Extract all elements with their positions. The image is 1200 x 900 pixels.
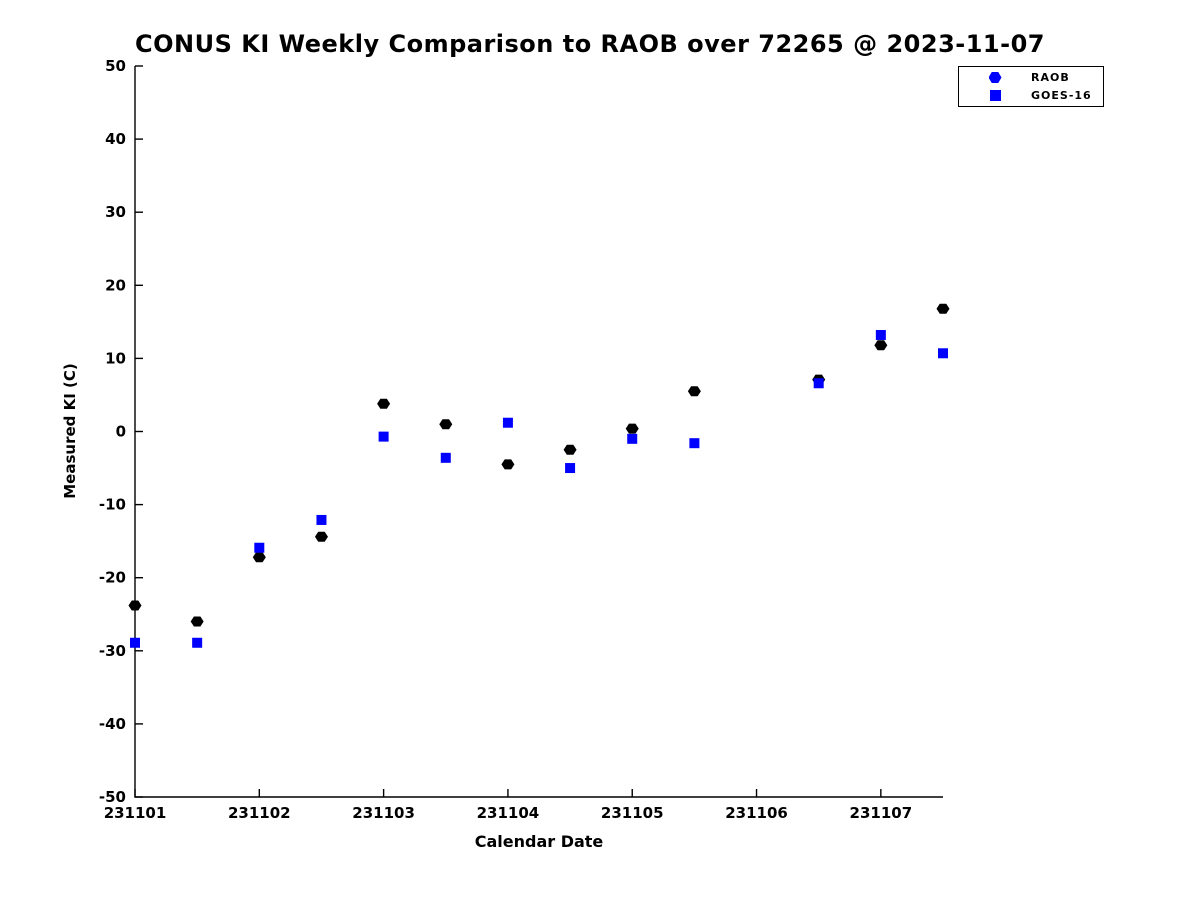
data-point-raob bbox=[563, 444, 577, 455]
goes16-square-icon bbox=[989, 90, 1001, 101]
y-tick-label: 50 bbox=[105, 57, 126, 75]
x-tick-label: 231101 bbox=[104, 804, 167, 822]
legend-item-goes16: GOES-16 bbox=[959, 88, 1103, 103]
data-point-goes-16 bbox=[316, 514, 327, 525]
y-tick-label: -40 bbox=[99, 715, 126, 733]
chart-title: CONUS KI Weekly Comparison to RAOB over … bbox=[135, 30, 1045, 58]
data-point-raob bbox=[314, 531, 328, 542]
data-point-goes-16 bbox=[689, 438, 700, 449]
data-point-goes-16 bbox=[938, 348, 948, 359]
data-point-raob bbox=[128, 600, 142, 611]
data-point-raob bbox=[936, 303, 950, 314]
x-tick-label: 231105 bbox=[601, 804, 664, 822]
data-point-goes-16 bbox=[565, 463, 576, 474]
y-tick-label: 40 bbox=[105, 130, 126, 148]
y-tick-label: 0 bbox=[116, 423, 126, 441]
data-point-raob bbox=[625, 423, 639, 434]
data-point-raob bbox=[874, 340, 888, 351]
data-point-goes-16 bbox=[192, 637, 203, 648]
y-tick-label: -20 bbox=[99, 569, 126, 587]
raob-legend-label: RAOB bbox=[1031, 71, 1070, 84]
data-point-goes-16 bbox=[813, 378, 824, 389]
legend-marker-cell bbox=[959, 90, 1031, 101]
data-point-raob bbox=[439, 419, 453, 430]
raob-hexagon-icon bbox=[988, 72, 1002, 83]
legend: RAOB GOES-16 bbox=[958, 66, 1104, 107]
y-tick-label: -10 bbox=[99, 496, 126, 514]
y-tick-label: 30 bbox=[105, 203, 126, 221]
data-point-goes-16 bbox=[502, 417, 513, 428]
x-axis-title: Calendar Date bbox=[474, 832, 604, 851]
data-point-raob bbox=[190, 616, 204, 627]
y-tick-label: -30 bbox=[99, 642, 126, 660]
data-point-goes-16 bbox=[254, 542, 265, 553]
x-tick-label: 231106 bbox=[725, 804, 788, 822]
axis-lines bbox=[134, 66, 943, 798]
data-point-raob bbox=[501, 459, 515, 470]
goes16-legend-label: GOES-16 bbox=[1031, 89, 1092, 102]
data-point-goes-16 bbox=[440, 452, 451, 463]
y-tick-label: 10 bbox=[105, 349, 126, 367]
data-point-raob bbox=[687, 386, 701, 397]
x-tick-label: 231104 bbox=[477, 804, 540, 822]
y-tick-label: 20 bbox=[105, 276, 126, 294]
x-tick-label: 231102 bbox=[228, 804, 291, 822]
y-tick-label: -50 bbox=[99, 788, 126, 806]
data-point-goes-16 bbox=[875, 330, 886, 341]
data-point-raob bbox=[377, 398, 391, 409]
data-point-raob bbox=[252, 552, 266, 563]
data-point-goes-16 bbox=[627, 433, 638, 444]
data-point-goes-16 bbox=[130, 637, 140, 648]
legend-marker-cell bbox=[959, 72, 1031, 83]
x-tick-label: 231107 bbox=[850, 804, 913, 822]
x-tick-label: 231103 bbox=[352, 804, 415, 822]
legend-item-raob: RAOB bbox=[959, 70, 1103, 85]
data-point-goes-16 bbox=[378, 431, 389, 442]
